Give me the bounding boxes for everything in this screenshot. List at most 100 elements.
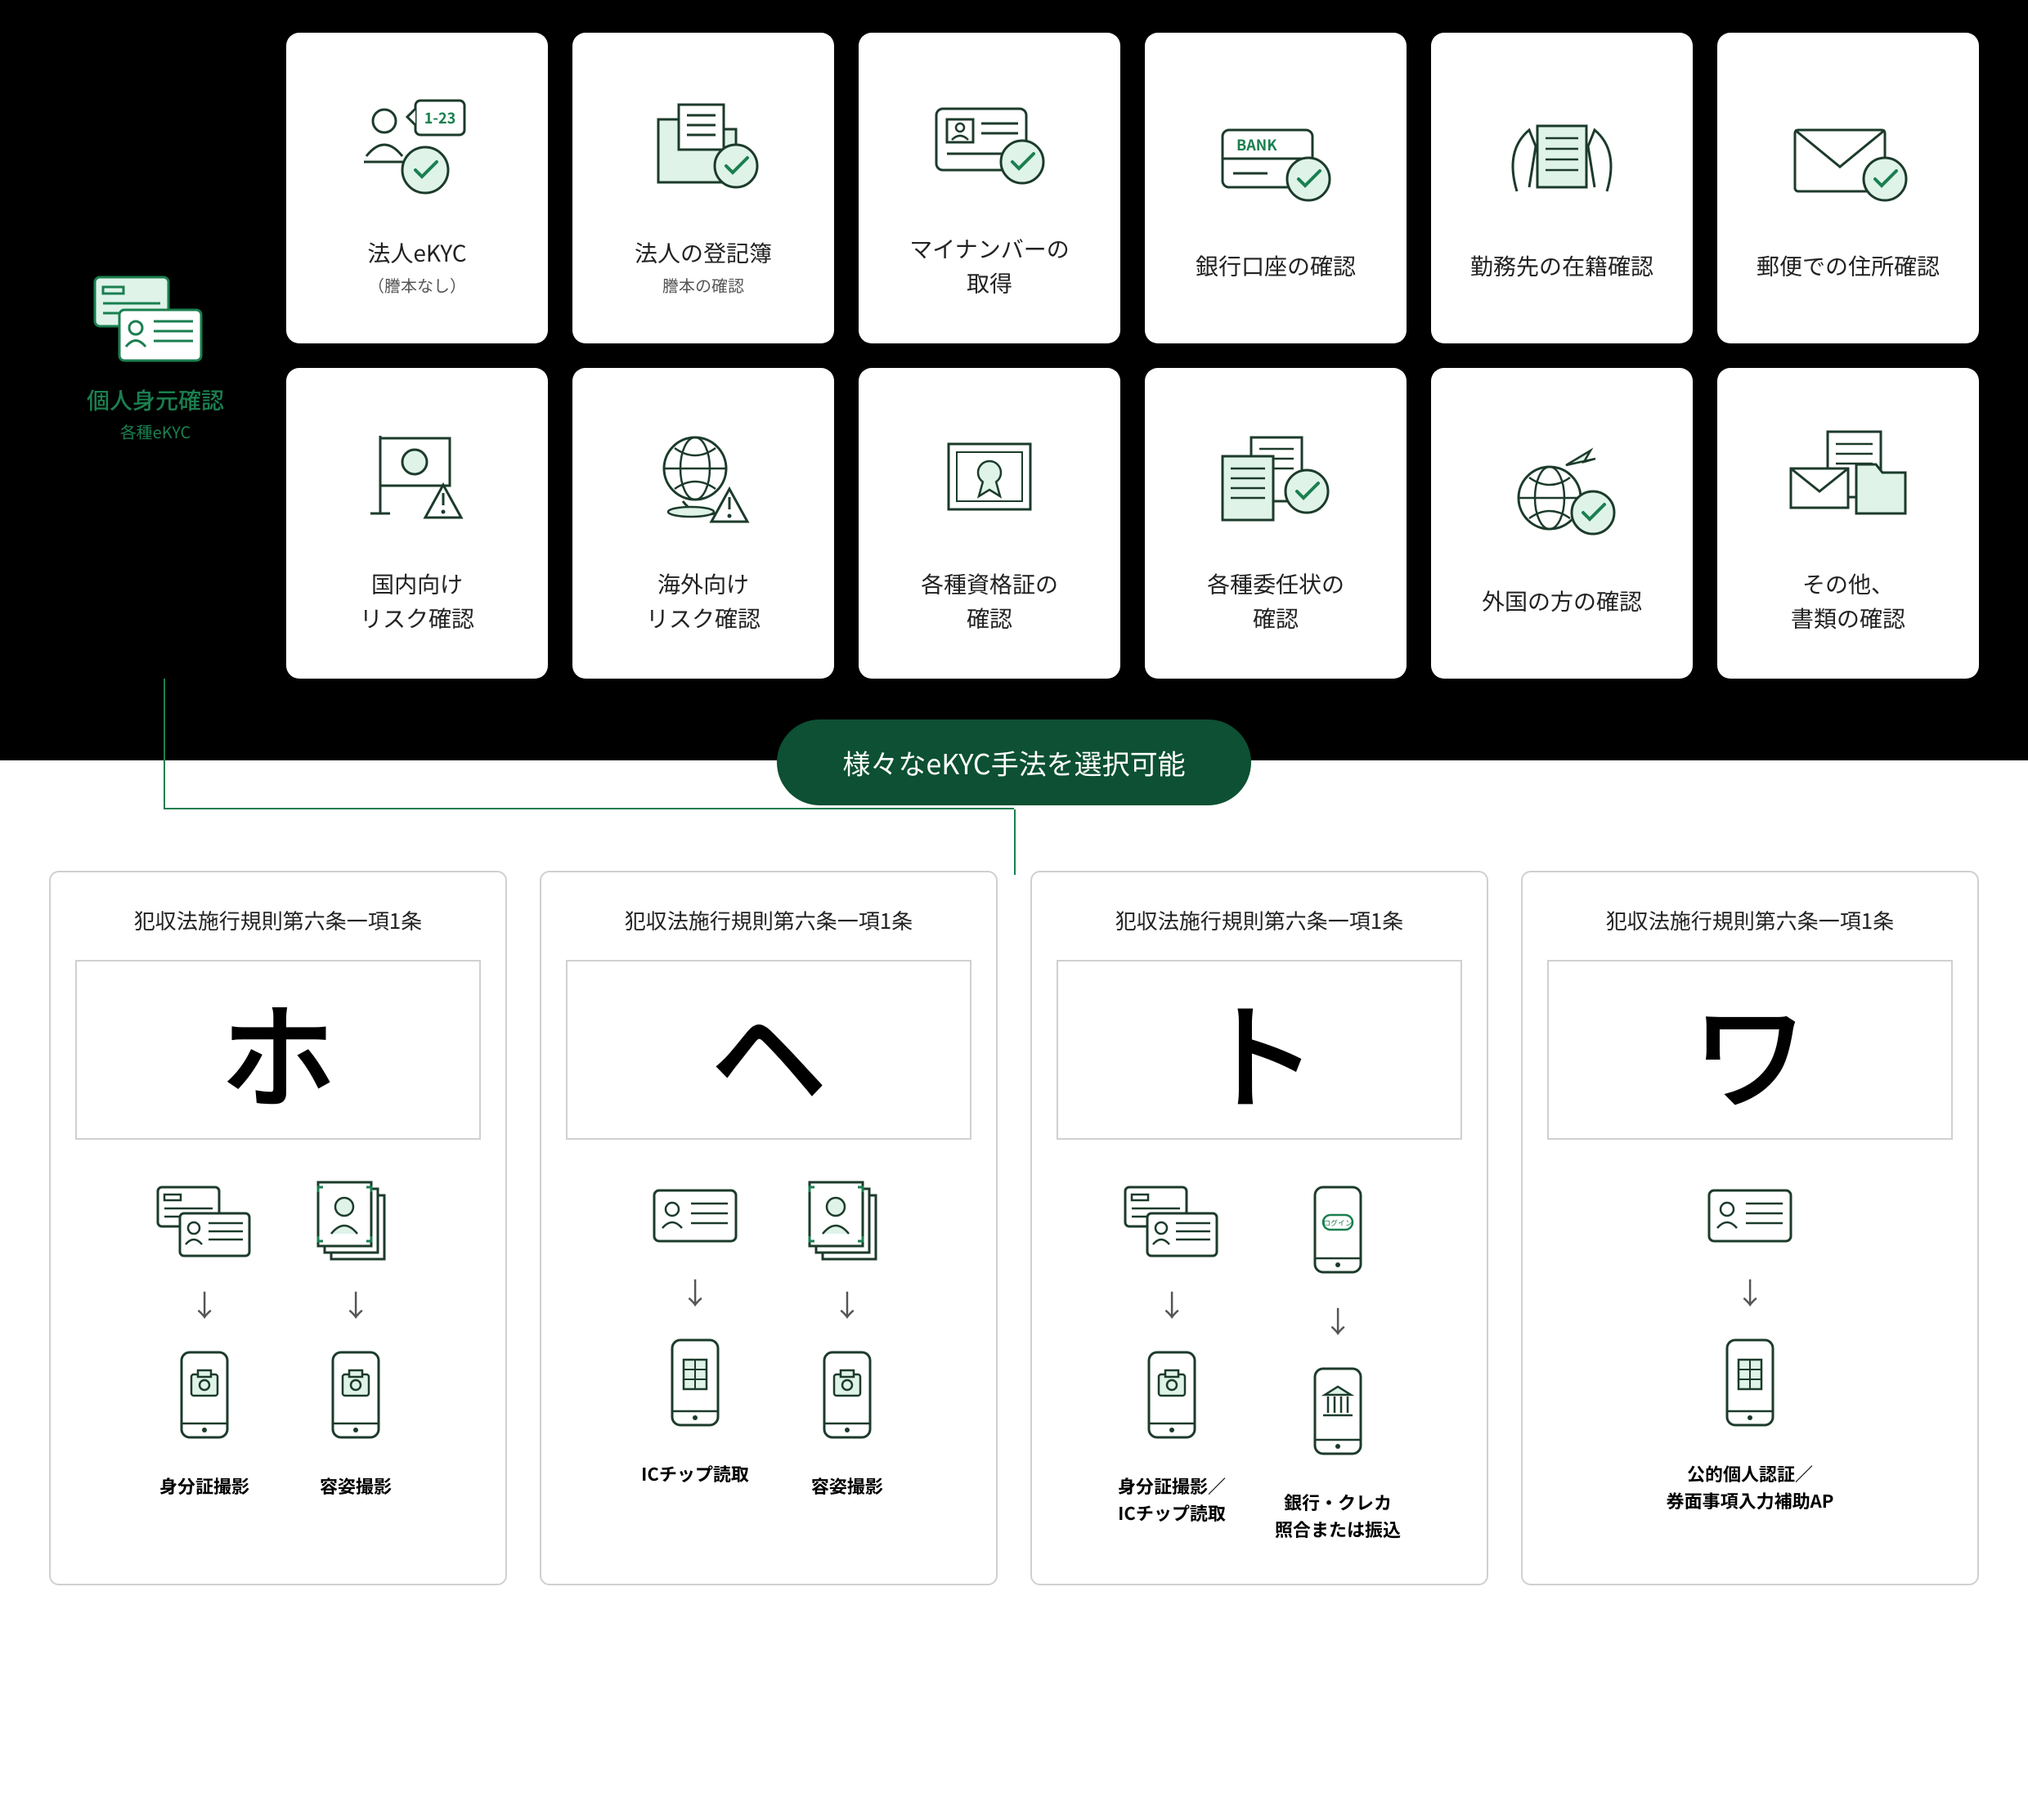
- feature-card: 各種資格証の 確認: [859, 368, 1120, 679]
- bank-icon: BANK: [1210, 93, 1341, 224]
- foreigner-icon: [1496, 428, 1627, 559]
- feature-card: その他、 書類の確認: [1717, 368, 1979, 679]
- corp-ekyc-icon: 1-23: [352, 80, 482, 211]
- face-photo-icon: [798, 1181, 896, 1262]
- arrow-down-icon: ↓: [680, 1271, 710, 1313]
- feature-card: 外国の方の確認: [1431, 368, 1693, 679]
- phone-chip-icon: [662, 1334, 728, 1432]
- flow-column: ↓ 身分証撮影／ ICチップ読取: [1118, 1181, 1226, 1543]
- flow-column: ↓ ICチップ読取: [641, 1181, 749, 1499]
- feature-card: 法人の登記簿謄本の確認: [572, 33, 834, 343]
- left-feature-card: 個人身元確認 各種eKYC: [87, 269, 224, 443]
- overseas-risk-icon: [642, 411, 765, 542]
- id-single-icon: [1701, 1181, 1799, 1250]
- arrow-down-icon: ↓: [341, 1283, 370, 1325]
- other-docs-icon: [1779, 411, 1918, 542]
- flow-column: ログイン ↓ 銀行・クレカ 照合または振込: [1275, 1181, 1401, 1543]
- flow-label: 身分証撮影: [159, 1473, 249, 1499]
- feature-card: 海外向け リスク確認: [572, 368, 834, 679]
- domestic-risk-icon: [356, 411, 478, 542]
- flow-column: ↓ 身分証撮影: [151, 1181, 258, 1499]
- card-title: 銀行口座の確認: [1196, 249, 1356, 283]
- card-title: 勤務先の在籍確認: [1470, 249, 1653, 283]
- feature-card: 各種委任状の 確認: [1145, 368, 1407, 679]
- arrow-down-icon: ↓: [190, 1283, 219, 1325]
- glyph: ワ: [1693, 967, 1807, 1132]
- arrow-down-icon: ↓: [1323, 1299, 1353, 1342]
- glyph-box: ト: [1057, 960, 1462, 1140]
- id-cards-icon: [151, 1181, 258, 1262]
- card-subtitle: 謄本の確認: [662, 273, 744, 297]
- flow-column: ↓ 容姿撮影: [798, 1181, 896, 1499]
- face-photo-icon: [307, 1181, 405, 1262]
- proxy-icon: [1210, 411, 1341, 542]
- mail-icon: [1783, 93, 1914, 224]
- arrow-down-icon: ↓: [1157, 1283, 1187, 1325]
- mynumber-icon: [924, 76, 1055, 207]
- method-card: 犯収法施行規則第六条一項1条ト ↓ 身分証撮影／ ICチップ読取 ログイン ↓ 銀行・クレ…: [1030, 871, 1488, 1585]
- card-title: マイナンバーの 取得: [909, 231, 1069, 300]
- method-header: 犯収法施行規則第六条一項1条: [1606, 905, 1894, 935]
- flow-column: ↓ 容姿撮影: [307, 1181, 405, 1499]
- method-header: 犯収法施行規則第六条一項1条: [1115, 905, 1403, 935]
- id-cards-icon: [87, 269, 224, 367]
- left-title: 個人身元確認: [87, 383, 224, 416]
- card-title: 郵便での住所確認: [1757, 249, 1940, 283]
- card-title: 外国の方の確認: [1482, 584, 1642, 618]
- svg-text:ログイン: ログイン: [1323, 1217, 1353, 1228]
- glyph: ヘ: [711, 967, 826, 1132]
- feature-card: マイナンバーの 取得: [859, 33, 1120, 343]
- phone-cam-icon: [814, 1346, 880, 1444]
- section-pill: 様々なeKYC手法を選択可能: [777, 719, 1250, 805]
- svg-text:BANK: BANK: [1236, 134, 1277, 155]
- flow-column: ↓ 公的個人認証／ 券面事項入力補助AP: [1667, 1181, 1834, 1514]
- method-header: 犯収法施行規則第六条一項1条: [625, 905, 913, 935]
- cert-icon: [932, 411, 1047, 542]
- id-single-icon: [646, 1181, 744, 1250]
- flow-label: 容姿撮影: [811, 1473, 883, 1499]
- card-title: 各種委任状の 確認: [1207, 567, 1344, 635]
- arrow-down-icon: ↓: [832, 1283, 862, 1325]
- card-title: 海外向け リスク確認: [646, 567, 760, 635]
- svg-text:1-23: 1-23: [424, 107, 456, 128]
- card-subtitle: （謄本なし）: [368, 273, 466, 297]
- flow-label: ICチップ読取: [641, 1460, 749, 1487]
- arrow-down-icon: ↓: [1735, 1271, 1765, 1313]
- glyph-box: ワ: [1547, 960, 1953, 1140]
- feature-card: 1-23 法人eKYC （謄本なし）: [286, 33, 548, 343]
- phone-login-icon: ログイン: [1305, 1181, 1371, 1279]
- flow-label: 容姿撮影: [320, 1473, 392, 1499]
- method-card: 犯収法施行規則第六条一項1条ヘ ↓ ICチップ読取 ↓ 容姿撮影: [540, 871, 998, 1585]
- flow-label: 身分証撮影／ ICチップ読取: [1118, 1473, 1226, 1526]
- method-header: 犯収法施行規則第六条一項1条: [134, 905, 422, 935]
- workplace-icon: [1492, 93, 1631, 224]
- top-section: 個人身元確認 各種eKYC 1-23 法人eKYC （謄本なし） 法人の登記簿謄本の確…: [0, 0, 2028, 760]
- connector-line-2: [1014, 809, 1016, 875]
- phone-chip-icon: [1717, 1334, 1783, 1432]
- card-title: 法人の登記簿: [635, 235, 772, 270]
- feature-card: 郵便での住所確認: [1717, 33, 1979, 343]
- card-title: 各種資格証の 確認: [921, 567, 1058, 635]
- phone-cam-icon: [1139, 1346, 1205, 1444]
- glyph: ホ: [221, 967, 335, 1132]
- feature-card: 国内向け リスク確認: [286, 368, 548, 679]
- method-card: 犯収法施行規則第六条一項1条ホ ↓ 身分証撮影 ↓ 容姿撮影: [49, 871, 507, 1585]
- left-subtitle: 各種eKYC: [87, 419, 224, 443]
- card-title: 法人eKYC: [367, 235, 466, 270]
- card-title: その他、 書類の確認: [1791, 567, 1905, 635]
- methods-section: 犯収法施行規則第六条一項1条ホ↓身分証撮影↓容姿撮影犯収法施行規則第六条一項1条…: [0, 871, 2028, 1651]
- glyph-box: ホ: [75, 960, 481, 1140]
- feature-card: BANK 銀行口座の確認: [1145, 33, 1407, 343]
- phone-cam-icon: [323, 1346, 388, 1444]
- id-cards-icon: [1119, 1181, 1225, 1262]
- glyph-box: ヘ: [566, 960, 971, 1140]
- method-card: 犯収法施行規則第六条一項1条ワ ↓ 公的個人認証／ 券面事項入力補助AP: [1521, 871, 1979, 1585]
- flow-label: 公的個人認証／ 券面事項入力補助AP: [1667, 1460, 1834, 1514]
- card-title: 国内向け リスク確認: [360, 567, 474, 635]
- phone-cam-icon: [172, 1346, 237, 1444]
- flow-label: 銀行・クレカ 照合または振込: [1275, 1489, 1401, 1543]
- phone-bank-icon: [1305, 1362, 1371, 1460]
- feature-card: 勤務先の在籍確認: [1431, 33, 1693, 343]
- registry-icon: [642, 80, 765, 211]
- glyph: ト: [1202, 967, 1317, 1132]
